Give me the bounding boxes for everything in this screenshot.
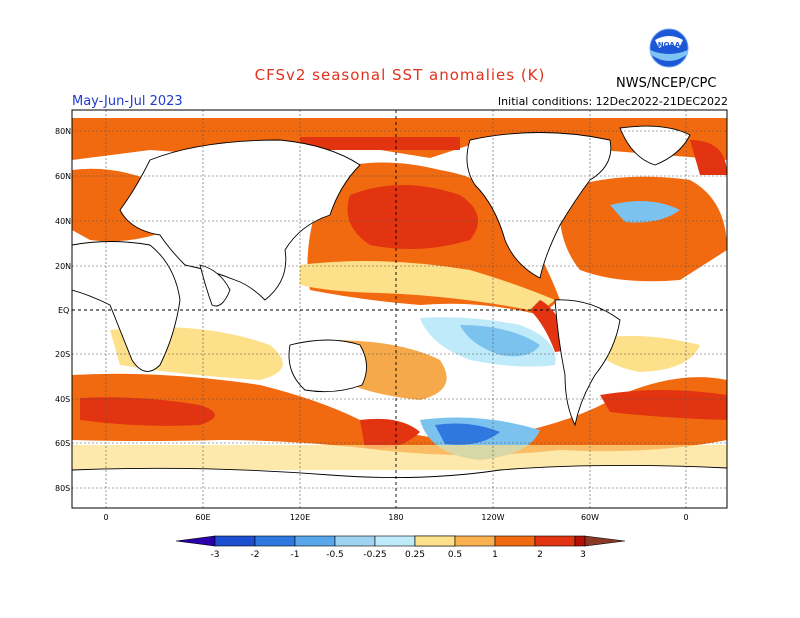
colorbar-swatch — [294, 535, 336, 547]
noaa-logo: NOAA — [649, 28, 689, 68]
lon-label: 0 — [103, 513, 108, 522]
lat-label: 20N — [55, 262, 71, 271]
colorbar-swatch — [414, 535, 456, 547]
lat-label: 80S — [55, 484, 70, 493]
lon-label: 60E — [195, 513, 210, 522]
colorbar-label: -0.25 — [363, 550, 386, 560]
lon-label: 60W — [581, 513, 599, 522]
anomaly-north-atlantic-cool — [610, 201, 680, 223]
colorbar-label: 1 — [492, 550, 498, 560]
lat-label: 40S — [55, 395, 70, 404]
anomaly-arctic-hot — [300, 137, 460, 150]
land-africa — [72, 241, 181, 372]
map-border — [71, 109, 728, 509]
anomaly-southern-ocean — [72, 373, 727, 455]
initial-conditions: Initial conditions: 12Dec2022-21DEC2022 — [497, 95, 728, 108]
lon-label: 0 — [683, 513, 688, 522]
lat-label: 60N — [55, 172, 71, 181]
colorbar-swatch — [574, 535, 586, 547]
colorbar-swatch — [334, 535, 376, 547]
land-north-america — [466, 132, 612, 279]
lat-label: EQ — [58, 306, 69, 315]
lon-label: 120W — [481, 513, 504, 522]
lon-label: 120E — [290, 513, 310, 522]
colorbar-swatch — [374, 535, 416, 547]
lon-labels: 0 60E 120E 180 120W 60W 0 — [103, 513, 688, 522]
anomaly-north-atlantic-edge — [690, 140, 727, 175]
colorbar — [175, 535, 626, 547]
chart-title: CFSv2 seasonal SST anomalies (K) — [254, 66, 546, 84]
lat-label: 20S — [55, 350, 70, 359]
colorbar-labels: -3 -2 -1 -0.5 -0.25 0.25 0.5 1 2 3 — [211, 550, 586, 560]
colorbar-swatch — [454, 535, 496, 547]
season-label: May-Jun-Jul 2023 — [72, 94, 183, 109]
land-antarctica — [72, 464, 727, 508]
lon-label: 180 — [388, 513, 403, 522]
land-india — [199, 264, 231, 307]
colorbar-label: 3 — [580, 550, 586, 560]
colorbar-label: 0.5 — [448, 550, 462, 560]
anomaly-southern-ocean-hot — [80, 397, 215, 426]
colorbar-swatch — [494, 535, 536, 547]
lat-label: 80N — [55, 127, 71, 136]
colorbar-label: 0.25 — [405, 550, 425, 560]
colorbar-label: -0.5 — [326, 550, 344, 560]
agency-label: NWS/NCEP/CPC — [616, 76, 717, 91]
anomaly-tasman-hot — [360, 418, 420, 449]
anomaly-antarctic-light — [72, 445, 727, 470]
land-australia — [288, 339, 367, 393]
lat-label: 60S — [55, 439, 70, 448]
colorbar-swatch-max — [584, 535, 626, 547]
anomaly-subtropical-band — [300, 261, 555, 312]
colorbar-label: -3 — [211, 550, 220, 560]
anomaly-south-pacific-colder — [435, 423, 500, 445]
anomaly-south-pacific-cool-mid — [460, 325, 540, 357]
colorbar-label: -2 — [251, 550, 260, 560]
anomaly-north-atlantic — [559, 176, 727, 282]
colorbar-label: 2 — [537, 550, 543, 560]
lat-label: 40N — [55, 217, 71, 226]
logo-text: NOAA — [658, 41, 681, 49]
colorbar-swatch — [534, 535, 576, 547]
land-greenland — [619, 125, 691, 166]
colorbar-swatch-min — [175, 535, 216, 547]
lat-labels: 80N 60N 40N 20N EQ 20S 40S 60S 80S — [55, 127, 71, 493]
anomaly-north-pacific-hot — [347, 185, 478, 249]
land-south-america — [554, 299, 621, 427]
colorbar-label: -1 — [291, 550, 300, 560]
anomaly-southern-ocean-hot2 — [600, 390, 727, 420]
graticule — [72, 110, 727, 508]
colorbar-swatch — [254, 535, 296, 547]
colorbar-swatch — [214, 535, 256, 547]
